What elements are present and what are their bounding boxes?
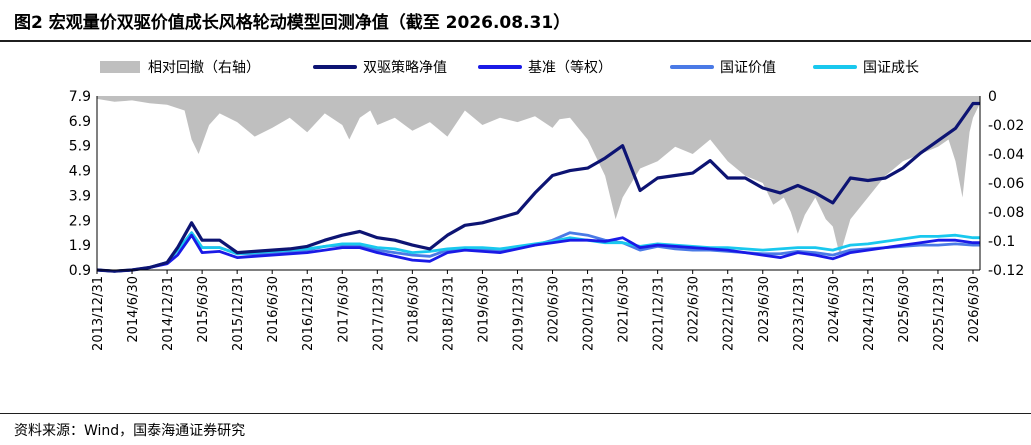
- x-tick-label: 2015/6/30: [196, 276, 211, 343]
- x-tick-label: 2022/12/31: [722, 276, 737, 351]
- right-tick-label: -0.06: [988, 176, 1024, 192]
- x-tick-label: 2016/6/30: [266, 276, 281, 343]
- source-note: 资料来源：Wind，国泰海通证券研究: [14, 423, 246, 439]
- x-tick-label: 2015/12/31: [231, 276, 246, 351]
- drawdown-area-layer: [97, 96, 980, 256]
- left-tick-label: 2.9: [69, 213, 91, 229]
- series-line-layer: [96, 101, 980, 273]
- series-line-2: [96, 233, 980, 273]
- left-tick-label: 1.9: [69, 238, 91, 254]
- legend-label-4: 国证成长: [863, 60, 919, 76]
- right-tick-label: -0.02: [988, 118, 1024, 134]
- footer-divider: [0, 413, 1031, 414]
- legend-label-2: 基准（等权）: [528, 59, 612, 76]
- legend-swatch-drawdown: [100, 61, 140, 73]
- right-tick-label: -0.04: [988, 147, 1024, 163]
- right-tick-label: -0.08: [988, 205, 1024, 221]
- series-line-1: [96, 101, 980, 273]
- x-tick-label: 2019/6/30: [476, 276, 491, 343]
- x-tick-label: 2017/6/30: [336, 276, 351, 343]
- right-tick-label: -0.12: [988, 263, 1024, 279]
- legend-label-1: 双驱策略净值: [363, 59, 447, 76]
- legend-label-0: 相对回撤（右轴）: [148, 60, 260, 76]
- right-tick-label: 0: [988, 89, 997, 105]
- x-tick-label: 2024/12/31: [862, 276, 877, 351]
- left-tick-label: 3.9: [69, 188, 91, 204]
- chart-legend: 相对回撤（右轴） 双驱策略净值 基准（等权） 国证价值 国证成长: [100, 59, 919, 76]
- x-tick-label: 2018/6/30: [406, 276, 421, 343]
- legend-label-3: 国证价值: [720, 60, 776, 76]
- right-y-axis: 0 -0.02 -0.04 -0.06 -0.08 -0.1 -0.12: [979, 89, 1024, 279]
- x-tick-label: 2017/12/31: [371, 276, 386, 351]
- left-tick-label: 5.9: [69, 139, 91, 155]
- x-tick-label: 2019/12/31: [511, 276, 526, 351]
- page-title: 图2 宏观量价双驱价值成长风格轮动模型回测净值（截至 2026.08.31）: [14, 13, 571, 33]
- left-tick-label: 4.9: [69, 164, 91, 180]
- x-tick-label: 2025/12/31: [932, 276, 947, 351]
- x-tick-label: 2014/6/30: [126, 276, 141, 343]
- x-tick-label: 2016/12/31: [301, 276, 316, 351]
- x-tick-label: 2020/6/30: [547, 276, 562, 343]
- x-tick-label: 2024/6/30: [827, 276, 842, 343]
- x-tick-label: 2018/12/31: [441, 276, 456, 351]
- x-axis: 2013/12/31 2014/6/30 2014/12/31 2015/6/30 20…: [91, 269, 982, 351]
- x-tick-label: 2021/6/30: [617, 276, 632, 343]
- left-tick-label: 6.9: [69, 114, 91, 130]
- left-tick-label: 0.9: [69, 263, 91, 279]
- x-tick-label: 2022/6/30: [687, 276, 702, 343]
- x-tick-label: 2020/12/31: [582, 276, 597, 351]
- x-tick-label: 2025/6/30: [897, 276, 912, 343]
- right-tick-label: -0.1: [988, 234, 1015, 250]
- left-y-axis: 7.9 6.9 5.9 4.9 3.9 2.9 1.9 0.9: [69, 89, 98, 279]
- line-chart: 相对回撤（右轴） 双驱策略净值 基准（等权） 国证价值 国证成长 7.9 6.9 5.9 4.…: [69, 59, 1025, 351]
- x-tick-label: 2014/12/31: [161, 276, 176, 351]
- x-tick-label: 2021/12/31: [652, 276, 667, 351]
- x-tick-label: 2023/12/31: [792, 276, 807, 351]
- x-tick-label: 2026/6/30: [967, 276, 982, 343]
- x-tick-label: 2013/12/31: [91, 276, 106, 351]
- title-divider: [0, 40, 1031, 42]
- x-tick-label: 2023/6/30: [757, 276, 772, 343]
- left-tick-label: 7.9: [69, 89, 91, 105]
- drawdown-area: [97, 96, 980, 256]
